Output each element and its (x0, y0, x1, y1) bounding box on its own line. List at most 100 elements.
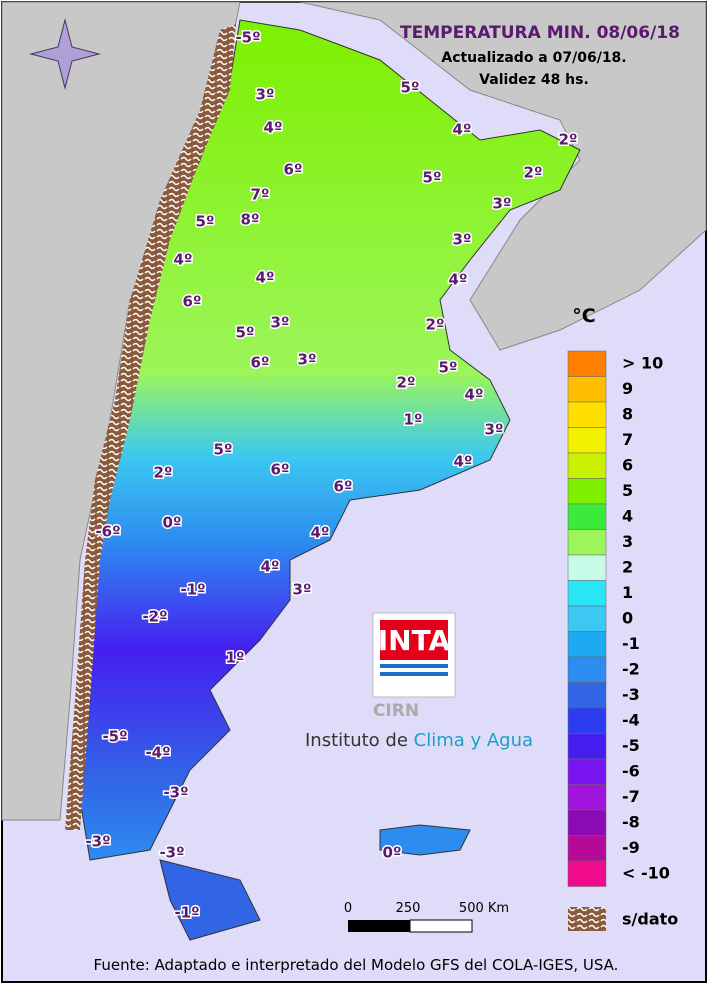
legend-label: -9 (622, 838, 640, 857)
isotherm-label: -2º (142, 608, 167, 626)
legend-swatch (567, 860, 607, 887)
legend-swatch (567, 580, 607, 607)
updated: Actualizado a 07/06/18. (441, 50, 626, 66)
legend-swatch (567, 656, 607, 683)
legend-swatch (567, 707, 607, 734)
isotherm-label: 1º (404, 411, 423, 429)
legend-label: -5 (622, 736, 640, 755)
isotherm-label: -3º (85, 833, 110, 851)
isotherm-label: 6º (251, 354, 270, 372)
legend-label: -4 (622, 710, 640, 729)
isotherm-label: 0º (383, 844, 402, 862)
scale-label: 250 (396, 901, 421, 916)
isotherm-label: 5º (214, 441, 233, 459)
legend-swatch (567, 809, 607, 836)
legend-label: -7 (622, 787, 640, 806)
scale-label: 0 (344, 901, 352, 916)
institute-highlight: Clima y Agua (414, 730, 533, 751)
isotherm-label: 3º (453, 231, 472, 249)
isotherm-label: 1º (226, 649, 245, 667)
legend-nodata-swatch (568, 907, 606, 931)
isotherm-label: 6º (334, 478, 353, 496)
legend-swatch (567, 682, 607, 709)
isotherm-label: 2º (559, 131, 578, 149)
compass (29, 18, 101, 90)
legend-swatch (567, 350, 607, 377)
legend-label: 5 (622, 481, 633, 500)
isotherm-label: 8º (241, 211, 260, 229)
isotherm-label: 3º (256, 86, 275, 104)
isotherm-label: 3º (298, 351, 317, 369)
legend: > 10 9 8 7 6 5 4 3 2 1 0 -1 -2 -3 -4 -5 -6 -7 -8 -9 < -10 (567, 350, 670, 887)
isotherm-label: 4º (454, 453, 473, 471)
legend-swatch (567, 733, 607, 760)
legend-nodata: s/dato (622, 910, 678, 929)
isotherm-label: 6º (183, 293, 202, 311)
isotherm-label: 5º (423, 169, 442, 187)
institute: Instituto de (305, 730, 414, 751)
no-data-andes (65, 24, 236, 830)
islands (379, 824, 471, 856)
legend-swatch (567, 503, 607, 530)
legend-swatch (567, 376, 607, 403)
isotherm-label: -3º (159, 844, 184, 862)
legend-swatch (567, 605, 607, 632)
isotherm-label: 2º (154, 464, 173, 482)
legend-label: -2 (622, 659, 640, 678)
legend-swatch (567, 631, 607, 658)
isotherm-label: 4º (311, 524, 330, 542)
legend-swatch (567, 529, 607, 556)
isotherm-label: 5º (196, 213, 215, 231)
legend-label: 1 (622, 583, 633, 602)
isotherm-label: 2º (426, 316, 445, 334)
isotherm-label: 6º (271, 461, 290, 479)
legend-label: 3 (622, 532, 633, 551)
isotherm-label: -4º (145, 744, 170, 762)
legend-swatch (567, 478, 607, 505)
legend-label: -6 (622, 761, 640, 780)
isotherm-label: 2º (397, 374, 416, 392)
legend-label: 2 (622, 557, 633, 576)
tierra-del-fuego (159, 859, 261, 941)
legend-swatch (567, 427, 607, 454)
isotherm-label: 3º (493, 195, 512, 213)
isotherm-label: 5º (401, 79, 420, 97)
isotherm-label: 4º (256, 269, 275, 287)
logo: INTA CIRN Instituto de Clima y Agua (305, 612, 533, 751)
legend-label: 0 (622, 608, 633, 627)
legend-swatch (567, 452, 607, 479)
isotherm-label: 7º (251, 186, 270, 204)
isotherm-label: 4º (174, 251, 193, 269)
isotherm-label: 3º (271, 314, 290, 332)
scale-bar: 0 250 500 Km (344, 901, 509, 933)
footer: Fuente: Adaptado e interpretado del Mode… (94, 956, 619, 974)
logo-brand: INTA (378, 624, 451, 657)
legend-label: -3 (622, 685, 640, 704)
scale-label: 500 Km (459, 901, 509, 916)
legend-label: 8 (622, 404, 633, 423)
legend-label: 6 (622, 455, 633, 474)
legend-label: 9 (622, 379, 633, 398)
isotherm-label: 4º (261, 558, 280, 576)
neighbor-north (2, 1, 707, 351)
isotherm-label: 0º (163, 514, 182, 532)
legend-label: -1 (622, 634, 640, 653)
isotherm-label: -5º (102, 728, 127, 746)
logo-sub: CIRN (373, 701, 419, 721)
isotherm-label: -5º (235, 29, 260, 47)
isotherm-label: 4º (449, 271, 468, 289)
isotherm-label: 4º (465, 386, 484, 404)
validity: Validez 48 hs. (479, 72, 589, 88)
isotherm-label: -6º (95, 523, 120, 541)
isotherm-label: 4º (453, 121, 472, 139)
legend-swatch (567, 401, 607, 428)
legend-label: 7 (622, 430, 633, 449)
legend-label: 4 (622, 506, 633, 525)
legend-label: -8 (622, 812, 640, 831)
isotherm-label: -1º (174, 904, 199, 922)
isotherm-label: 3º (485, 421, 504, 439)
isotherm-label: -1º (180, 581, 205, 599)
isotherm-label: 5º (439, 359, 458, 377)
